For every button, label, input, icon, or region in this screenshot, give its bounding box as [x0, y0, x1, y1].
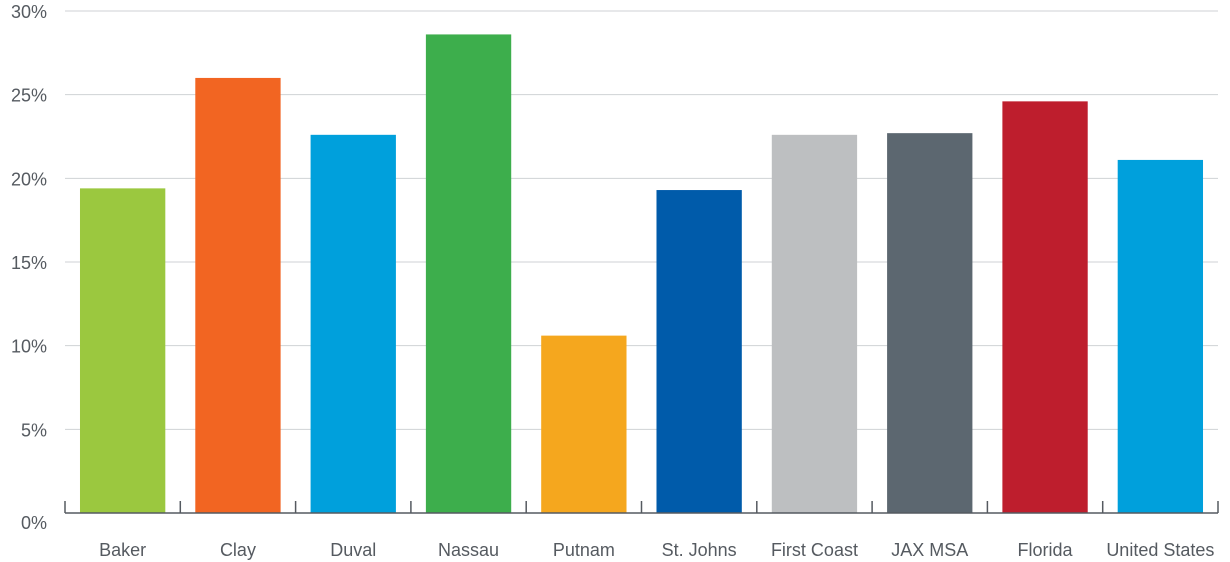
x-category-label: JAX MSA — [891, 540, 968, 560]
x-category-label: Clay — [220, 540, 256, 560]
x-category-label: St. Johns — [662, 540, 737, 560]
y-axis-tick-labels: 0% 5% 10% 15% 20% 25% 30% — [11, 2, 47, 533]
x-axis — [64, 501, 1219, 514]
bar-jax-msa — [887, 133, 973, 514]
bar-duval — [310, 134, 396, 513]
bar-nassau — [425, 34, 512, 513]
x-axis-category-labels: Baker Clay Duval Nassau Putnam St. Johns First… — [99, 540, 1214, 560]
y-tick-label: 0% — [21, 513, 47, 533]
x-category-label: Nassau — [438, 540, 499, 560]
x-category-label: Baker — [99, 540, 146, 560]
x-category-label: First Coast — [771, 540, 858, 560]
bars — [79, 34, 1204, 514]
bar-united-states — [1117, 159, 1204, 513]
x-category-label: Putnam — [553, 540, 615, 560]
x-category-label: Florida — [1018, 540, 1074, 560]
bar-first-coast — [771, 134, 858, 513]
bar-clay — [195, 77, 281, 513]
y-tick-label: 20% — [11, 169, 47, 189]
y-tick-label: 15% — [11, 253, 47, 273]
x-category-label: Duval — [330, 540, 376, 560]
x-category-label: United States — [1106, 540, 1214, 560]
bar-florida — [1002, 101, 1088, 514]
bar-baker — [79, 188, 166, 513]
bar-st-johns — [656, 190, 742, 513]
bar-putnam — [541, 335, 627, 513]
y-tick-label: 25% — [11, 86, 47, 106]
y-tick-label: 5% — [21, 420, 47, 440]
y-tick-label: 10% — [11, 337, 47, 357]
y-tick-label: 30% — [11, 2, 47, 22]
